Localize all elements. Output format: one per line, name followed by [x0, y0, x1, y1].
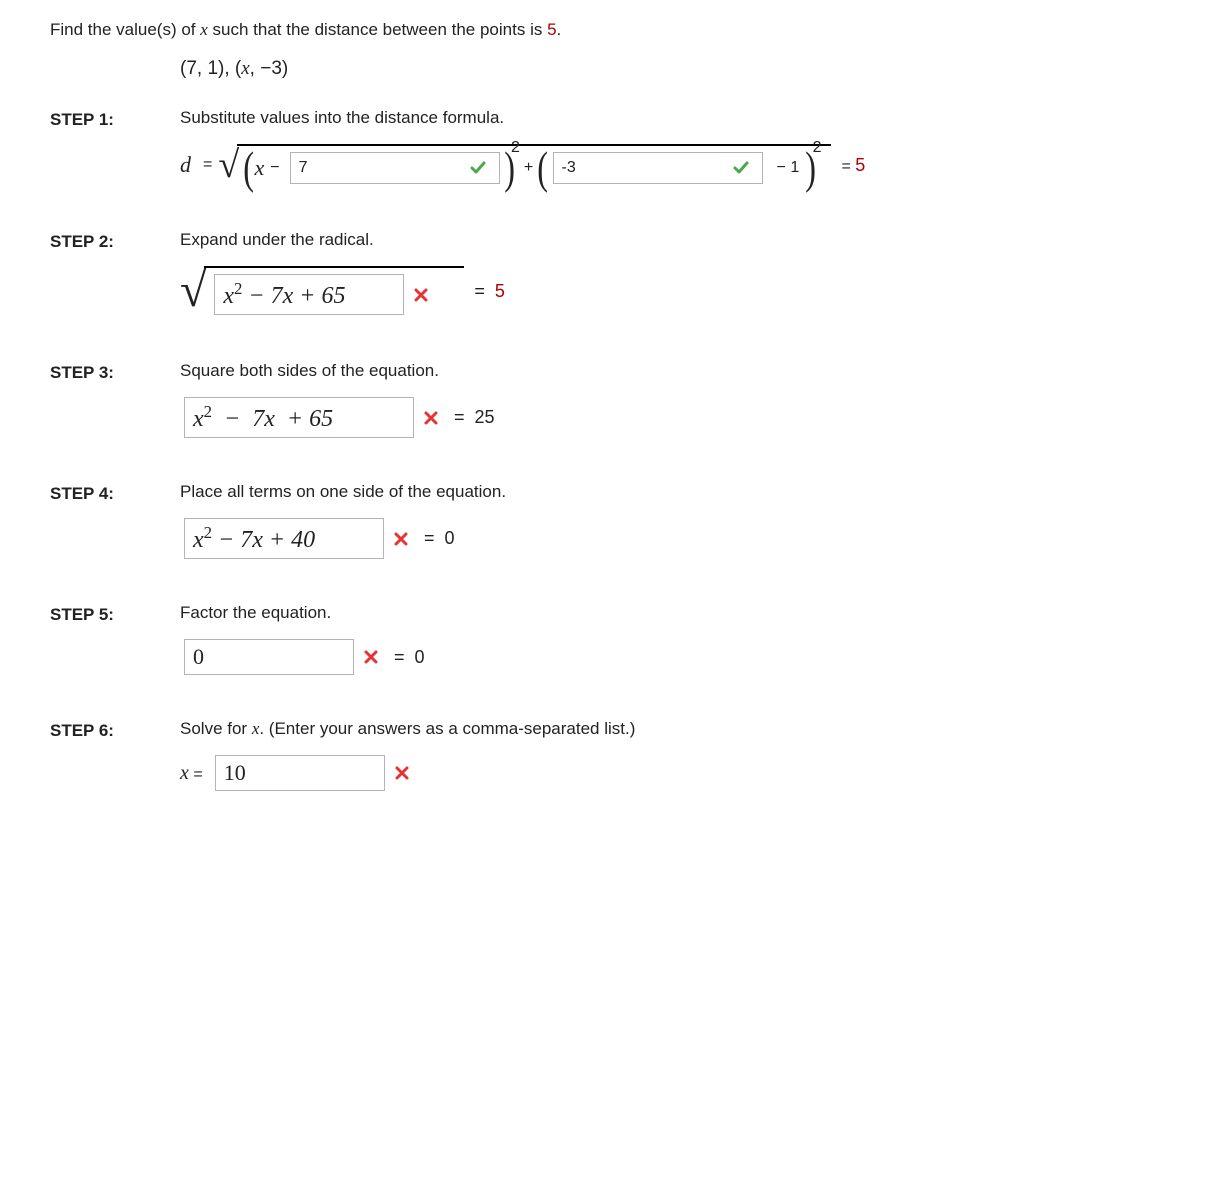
step1-rhs: = 5: [841, 155, 865, 176]
sqrt-wrap-2: √ x2 − 7x + 65: [180, 266, 464, 317]
step-1-desc: Substitute values into the distance form…: [180, 108, 1170, 128]
step6-input[interactable]: 10: [215, 755, 385, 791]
step5-input[interactable]: 0: [184, 639, 354, 675]
problem-distance: 5: [547, 20, 556, 39]
step-6-label: STEP 6:: [50, 719, 180, 741]
x-equals: x =: [180, 762, 203, 785]
points-text: (7, 1), (x, −3): [180, 58, 1170, 80]
step-6-desc: Solve for x. (Enter your answers as a co…: [180, 719, 1170, 739]
minus-one: − 1: [777, 159, 800, 177]
step2-eq: =: [474, 281, 485, 302]
step2-input-value: x2 − 7x + 65: [223, 279, 345, 310]
x-var-1: x: [255, 155, 265, 181]
step3-input-value: x2 − 7x + 65: [193, 402, 333, 433]
step5-eq: =: [394, 647, 405, 668]
step-2-label: STEP 2:: [50, 230, 180, 252]
problem-text-after: .: [557, 20, 562, 39]
step-2-desc: Expand under the radical.: [180, 230, 1170, 250]
step4-input-value: x2 − 7x + 40: [193, 523, 315, 554]
step6-input-value: 10: [224, 760, 246, 786]
equals-sign: =: [203, 156, 212, 174]
step-3: STEP 3: Square both sides of the equatio…: [50, 361, 1170, 438]
step-5-formula: 0 = 0: [180, 639, 1170, 675]
step-5-label: STEP 5:: [50, 603, 180, 625]
step-1-formula: d = √ ( x − 7 ): [180, 144, 1170, 186]
step-5-desc: Factor the equation.: [180, 603, 1170, 623]
step3-rhs: 25: [475, 407, 495, 428]
cross-icon: [360, 646, 382, 668]
step-1: STEP 1: Substitute values into the dista…: [50, 108, 1170, 186]
step4-eq: =: [424, 528, 435, 549]
step-2-formula: √ x2 − 7x + 65 = 5: [180, 266, 1170, 317]
problem-text-mid: such that the distance between the point…: [208, 20, 547, 39]
step2-rhs: 5: [495, 281, 505, 302]
step1-input2-value: -3: [562, 159, 728, 177]
plus-1: +: [524, 159, 533, 177]
sqrt-icon: √: [180, 277, 206, 306]
exp-1: 2: [511, 139, 520, 157]
step-5: STEP 5: Factor the equation. 0 = 0: [50, 603, 1170, 675]
cross-icon: [410, 284, 432, 306]
step1-input2[interactable]: -3: [553, 152, 763, 184]
step2-input[interactable]: x2 − 7x + 65: [214, 274, 404, 315]
step4-rhs: 0: [445, 528, 455, 549]
lparen-2: (: [538, 152, 549, 184]
step3-input[interactable]: x2 − 7x + 65: [184, 397, 414, 438]
problem-text-before: Find the value(s) of: [50, 20, 200, 39]
problem-statement: Find the value(s) of x such that the dis…: [50, 20, 1170, 40]
sqrt-icon: √: [218, 154, 239, 177]
step-4-label: STEP 4:: [50, 482, 180, 504]
lparen-1: (: [244, 152, 255, 184]
step-4-formula: x2 − 7x + 40 = 0: [180, 518, 1170, 559]
cross-icon: [420, 407, 442, 429]
step5-rhs: 0: [415, 647, 425, 668]
step-6: STEP 6: Solve for x. (Enter your answers…: [50, 719, 1170, 791]
cross-icon: [390, 528, 412, 550]
step-3-label: STEP 3:: [50, 361, 180, 383]
d-var: d: [180, 152, 191, 178]
step-3-desc: Square both sides of the equation.: [180, 361, 1170, 381]
problem-var: x: [200, 20, 208, 39]
check-icon: [467, 157, 489, 179]
step-4: STEP 4: Place all terms on one side of t…: [50, 482, 1170, 559]
minus-1: −: [270, 159, 279, 177]
step-6-formula: x = 10: [180, 755, 1170, 791]
step1-input1-value: 7: [299, 159, 465, 177]
step-4-desc: Place all terms on one side of the equat…: [180, 482, 1170, 502]
exp-2: 2: [813, 139, 822, 157]
sqrt-wrap-1: √ ( x − 7 ) 2 + (: [218, 144, 831, 186]
step5-input-value: 0: [193, 644, 204, 670]
step1-input1[interactable]: 7: [290, 152, 500, 184]
step-3-formula: x2 − 7x + 65 = 25: [180, 397, 1170, 438]
step-1-label: STEP 1:: [50, 108, 180, 130]
step3-eq: =: [454, 407, 465, 428]
check-icon: [730, 157, 752, 179]
cross-icon: [391, 762, 413, 784]
step-2: STEP 2: Expand under the radical. √ x2 −…: [50, 230, 1170, 317]
step4-input[interactable]: x2 − 7x + 40: [184, 518, 384, 559]
